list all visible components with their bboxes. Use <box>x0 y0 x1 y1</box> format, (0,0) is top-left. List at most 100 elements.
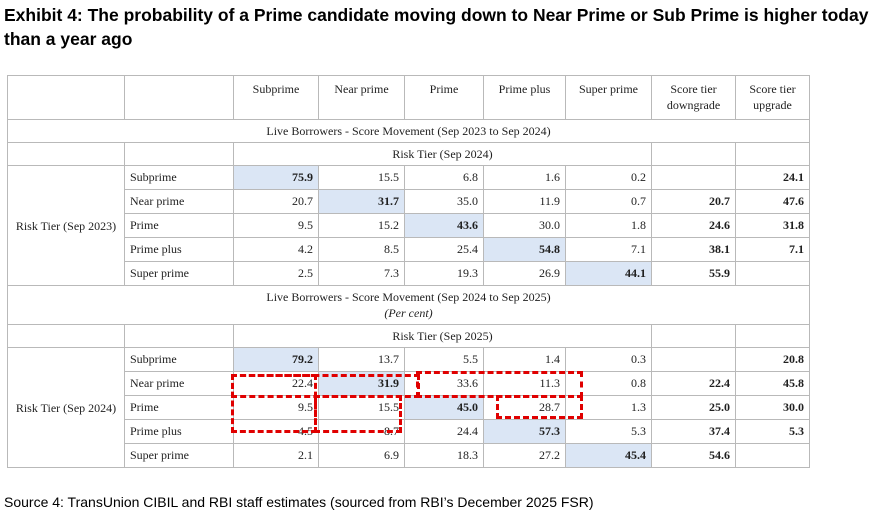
row-label: Subprime <box>124 165 234 190</box>
blank <box>124 324 234 348</box>
header-blank <box>7 75 125 120</box>
cell-value: 31.7 <box>318 189 405 214</box>
risk-tier-columns-label: Risk Tier (Sep 2025) <box>233 324 652 348</box>
upgrade-value: 20.8 <box>735 347 810 372</box>
downgrade-value: 25.0 <box>651 395 736 420</box>
row-label: Prime plus <box>124 237 234 262</box>
cell-value: 45.0 <box>404 395 484 420</box>
blank <box>735 324 810 348</box>
score-movement-table: Subprime Near prime Prime Prime plus Super p… <box>7 75 810 468</box>
downgrade-value: 37.4 <box>651 419 736 444</box>
section-title: Live Borrowers - Score Movement (Sep 202… <box>7 119 810 143</box>
column-header: Subprime <box>233 75 319 120</box>
cell-value: 9.5 <box>233 213 319 238</box>
column-header: Prime <box>404 75 484 120</box>
row-label: Near prime <box>124 189 234 214</box>
upgrade-value <box>735 261 810 286</box>
highlight-box-upgrade-right-b <box>496 395 583 419</box>
cell-value: 15.2 <box>318 213 405 238</box>
cell-value: 25.4 <box>404 237 484 262</box>
blank <box>651 142 736 166</box>
cell-value: 8.5 <box>318 237 405 262</box>
cell-value: 75.9 <box>233 165 319 190</box>
table-row: Super prime 2.5 7.3 19.3 26.9 44.1 55.9 <box>8 261 810 286</box>
row-label: Subprime <box>124 347 234 372</box>
cell-value: 0.3 <box>565 347 652 372</box>
cell-value: 44.1 <box>565 261 652 286</box>
cell-value: 11.3 <box>483 371 566 396</box>
upgrade-value: 45.8 <box>735 371 810 396</box>
upgrade-value <box>735 443 810 468</box>
cell-value: 54.8 <box>483 237 566 262</box>
cell-value: 6.9 <box>318 443 405 468</box>
upgrade-value: 5.3 <box>735 419 810 444</box>
cell-value: 27.2 <box>483 443 566 468</box>
table-row: Near prime 20.7 31.7 35.0 11.9 0.7 20.7 47.6 <box>8 189 810 214</box>
downgrade-value <box>651 347 736 372</box>
cell-value: 15.5 <box>318 165 405 190</box>
row-label: Prime <box>124 395 234 420</box>
row-label: Super prime <box>124 261 234 286</box>
cell-value: 13.7 <box>318 347 405 372</box>
cell-value: 4.2 <box>233 237 319 262</box>
cell-value: 35.0 <box>404 189 484 214</box>
cell-value: 0.2 <box>565 165 652 190</box>
cell-value: 2.1 <box>233 443 319 468</box>
row-label: Super prime <box>124 443 234 468</box>
blank <box>7 324 125 348</box>
cell-value: 0.7 <box>565 189 652 214</box>
table-row: Risk Tier (Sep 2024) Subprime 79.2 13.7 5.5 1… <box>7 347 810 468</box>
cell-value: 1.4 <box>483 347 566 372</box>
column-header: Score tier downgrade <box>651 75 736 120</box>
downgrade-value: 55.9 <box>651 261 736 286</box>
cell-value: 30.0 <box>483 213 566 238</box>
cell-value: 24.4 <box>404 419 484 444</box>
cell-value: 7.3 <box>318 261 405 286</box>
downgrade-value: 22.4 <box>651 371 736 396</box>
upgrade-value: 47.6 <box>735 189 810 214</box>
table-row: Prime plus 4.2 8.5 25.4 54.8 7.1 38.1 7.1 <box>8 237 810 262</box>
upgrade-value: 24.1 <box>735 165 810 190</box>
unit-label: (Per cent) <box>384 306 433 320</box>
blank <box>735 142 810 166</box>
table-row: Prime 9.5 15.2 43.6 30.0 1.8 24.6 31.8 <box>8 213 810 238</box>
downgrade-value: 38.1 <box>651 237 736 262</box>
risk-tier-rows-label: Risk Tier (Sep 2023) <box>7 165 125 286</box>
cell-value: 20.7 <box>233 189 319 214</box>
cell-value: 1.3 <box>565 395 652 420</box>
blank <box>651 324 736 348</box>
highlight-box-upgrade-right <box>416 371 583 398</box>
cell-value: 45.4 <box>565 443 652 468</box>
cell-value: 1.6 <box>483 165 566 190</box>
cell-value: 9.5 <box>233 395 319 420</box>
table-row: Prime 9.5 15.5 45.0 28.7 1.3 25.0 30.0 <box>8 395 810 420</box>
highlight-box-prime-to-lower-b <box>314 395 402 433</box>
page-title: Exhibit 4: The probability of a Prime ca… <box>4 5 869 49</box>
cell-value: 26.9 <box>483 261 566 286</box>
row-label: Prime <box>124 213 234 238</box>
cell-value: 7.1 <box>565 237 652 262</box>
cell-value: 5.5 <box>404 347 484 372</box>
downgrade-value <box>651 165 736 190</box>
cell-value: 2.5 <box>233 261 319 286</box>
cell-value: 5.3 <box>565 419 652 444</box>
cell-value: 18.3 <box>404 443 484 468</box>
cell-value: 1.8 <box>565 213 652 238</box>
table-row: Super prime 2.1 6.9 18.3 27.2 45.4 54.6 <box>8 443 810 468</box>
section-title-text: Live Borrowers - Score Movement (Sep 202… <box>266 123 551 138</box>
column-header: Super prime <box>565 75 652 120</box>
table-row: Risk Tier (Sep 2023) Subprime 75.9 15.5 6.8 1… <box>7 165 810 286</box>
downgrade-value: 20.7 <box>651 189 736 214</box>
downgrade-value: 54.6 <box>651 443 736 468</box>
cell-value: 0.8 <box>565 371 652 396</box>
table-row: Prime plus 4.5 8.7 24.4 57.3 5.3 37.4 5.3 <box>8 419 810 444</box>
row-label: Near prime <box>124 371 234 396</box>
blank <box>7 142 125 166</box>
header-blank <box>124 75 234 120</box>
upgrade-value: 30.0 <box>735 395 810 420</box>
cell-value: 57.3 <box>483 419 566 444</box>
row-label: Prime plus <box>124 419 234 444</box>
blank <box>124 142 234 166</box>
cell-value: 43.6 <box>404 213 484 238</box>
cell-value: 6.8 <box>404 165 484 190</box>
